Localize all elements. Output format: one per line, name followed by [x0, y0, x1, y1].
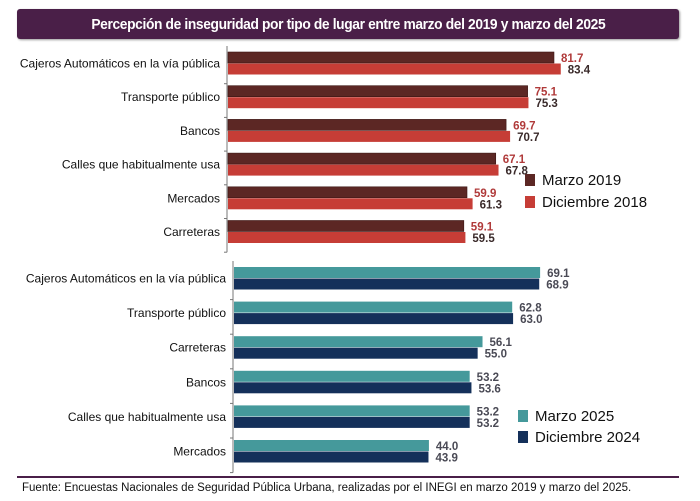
data-label: 75.3	[535, 98, 557, 110]
data-label: 53.6	[478, 383, 500, 395]
bar-diciembre-2024	[234, 347, 478, 359]
category-label: Mercados	[173, 445, 226, 459]
bar-marzo-2025	[234, 301, 513, 313]
bar-diciembre-2018	[228, 63, 561, 75]
data-label: 44.0	[436, 441, 458, 453]
category-label: Transporte público	[121, 90, 220, 104]
bar-diciembre-2018	[228, 164, 499, 176]
bar-diciembre-2018	[228, 198, 473, 210]
data-label: 43.9	[435, 453, 457, 465]
bar-diciembre-2024	[234, 451, 429, 463]
bar-marzo-2025	[234, 440, 429, 451]
data-label: 81.7	[561, 53, 583, 65]
bar-marzo-2019	[227, 220, 465, 232]
bar-marzo-2019	[227, 51, 555, 64]
bar-diciembre-2018	[228, 130, 511, 142]
chart-title-bar: Percepción de inseguridad por tipo de lu…	[17, 9, 679, 39]
data-label: 83.4	[568, 65, 591, 77]
data-label: 69.7	[513, 120, 535, 132]
data-label: 56.1	[490, 337, 513, 349]
bar-diciembre-2024	[234, 278, 540, 290]
data-label: 69.1	[547, 268, 570, 280]
category-label: Transporte público	[127, 306, 226, 320]
bar-diciembre-2024	[234, 313, 514, 325]
data-label: 75.1	[535, 87, 558, 99]
category-label: Carreteras	[169, 341, 226, 355]
category-label: Cajeros Automáticos en la vía pública	[20, 57, 220, 71]
bar-marzo-2019	[227, 119, 507, 131]
legend-label: Marzo 2019	[542, 172, 621, 189]
data-label: 53.2	[477, 372, 499, 384]
bar-diciembre-2024	[234, 416, 470, 428]
category-label: Bancos	[180, 124, 220, 138]
category-label: Mercados	[167, 191, 220, 205]
legend-label: Diciembre 2024	[535, 429, 640, 446]
bar-marzo-2019	[227, 186, 468, 199]
data-label: 53.2	[477, 418, 499, 430]
data-label: 67.1	[503, 154, 526, 166]
bar-marzo-2019	[227, 85, 528, 97]
data-label: 62.8	[519, 303, 542, 315]
legend-label: Diciembre 2018	[542, 194, 647, 211]
data-label: 55.0	[485, 349, 507, 361]
data-label: 67.8	[506, 166, 529, 178]
chart-title: Percepción de inseguridad por tipo de lu…	[91, 15, 605, 33]
data-label: 59.5	[472, 233, 495, 245]
bar-marzo-2025	[234, 370, 470, 382]
data-label: 63.0	[520, 314, 542, 326]
data-label: 53.2	[477, 406, 499, 418]
data-label: 61.3	[480, 199, 502, 211]
legend-label: Marzo 2025	[535, 408, 614, 425]
bar-marzo-2025	[234, 405, 470, 417]
bar-diciembre-2024	[234, 382, 472, 394]
bar-marzo-2019	[227, 152, 497, 165]
legend-swatch	[525, 174, 535, 186]
legend-swatch	[518, 431, 528, 443]
legend-swatch	[518, 410, 528, 422]
source-note: Fuente: Encuestas Nacionales de Segurida…	[22, 482, 632, 494]
legend-swatch	[525, 196, 535, 208]
category-label: Calles que habitualmente usa	[68, 410, 226, 424]
data-label: 59.9	[474, 188, 496, 200]
category-label: Bancos	[186, 375, 226, 389]
bar-diciembre-2018	[228, 232, 466, 243]
category-label: Carreteras	[163, 225, 220, 239]
data-label: 59.1	[471, 222, 494, 234]
bar-marzo-2025	[234, 267, 541, 278]
category-label: Cajeros Automáticos en la vía pública	[26, 272, 226, 286]
bar-marzo-2025	[234, 336, 483, 348]
footer-divider	[17, 476, 679, 478]
data-label: 68.9	[546, 280, 568, 292]
data-label: 70.7	[517, 132, 539, 144]
bar-diciembre-2018	[228, 97, 529, 109]
category-label: Calles que habitualmente usa	[62, 158, 220, 172]
